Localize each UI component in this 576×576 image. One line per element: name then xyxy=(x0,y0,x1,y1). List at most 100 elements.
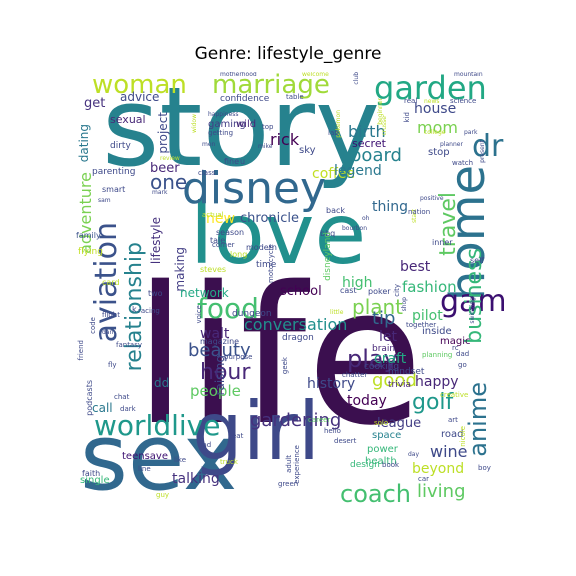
cloud-word-self: self xyxy=(470,256,485,265)
cloud-word-get: get xyxy=(84,96,106,111)
cloud-word-inside: inside xyxy=(422,326,452,337)
cloud-word-game: game xyxy=(440,284,504,319)
cloud-word-green: green xyxy=(278,480,299,488)
cloud-word-two: two xyxy=(148,289,163,298)
cloud-word-single: single xyxy=(80,475,110,486)
cloud-word-dungeon: dungeon xyxy=(232,309,272,319)
cloud-word-house: house xyxy=(414,101,457,117)
cloud-word-voice: voice xyxy=(195,305,203,324)
cloud-word-best: best xyxy=(400,259,431,275)
cloud-word-gaming: gaming xyxy=(208,119,246,130)
cloud-word-conversation: conversation xyxy=(244,315,348,334)
cloud-word-dirty: dirty xyxy=(110,141,131,151)
cloud-word-call: call xyxy=(92,401,113,415)
cloud-word-love: love xyxy=(190,185,367,283)
cloud-word-nation: nation xyxy=(408,208,431,216)
cloud-word-career: career xyxy=(308,416,331,424)
cloud-word-school: school xyxy=(280,284,322,299)
cloud-word-actual: actual xyxy=(202,211,224,219)
cloud-word-crusse: crusse xyxy=(381,116,388,136)
cloud-word-chatter: chatter xyxy=(342,371,368,379)
cloud-word-trivia: trivia xyxy=(388,380,412,390)
cloud-word-present: present xyxy=(479,140,486,163)
cloud-word-chronicle: chronicle xyxy=(240,211,300,226)
cloud-word-racing: racing xyxy=(138,307,160,315)
cloud-word-power: power xyxy=(367,444,398,455)
cloud-word-craft: craft xyxy=(374,351,407,367)
cloud-word-solo: solo xyxy=(374,419,389,427)
cloud-word-dragon: dragon xyxy=(282,333,314,343)
cloud-word-beyond: beyond xyxy=(412,461,465,477)
cloud-word-disneyland: disneyland xyxy=(323,232,333,281)
cloud-word-art: art xyxy=(448,416,458,424)
cloud-word-raising: raising xyxy=(213,355,227,396)
cloud-word-boy: boy xyxy=(478,464,491,472)
cloud-word-day: day xyxy=(408,451,420,458)
cloud-word-plant: plant xyxy=(352,295,404,319)
cloud-word-legend: legend xyxy=(334,163,382,179)
cloud-word-news: news xyxy=(424,98,440,105)
cloud-word-science: science xyxy=(450,97,477,105)
cloud-word-thing: thing xyxy=(372,199,409,215)
cloud-word-smart: smart xyxy=(102,185,126,194)
cloud-word-wild: wild xyxy=(236,119,257,130)
cloud-word-adventure: adventure xyxy=(76,172,95,254)
cloud-word-eat: eat xyxy=(232,432,244,440)
cloud-word-park: park xyxy=(464,129,478,136)
cloud-word-lifestyle: lifestyle xyxy=(149,217,163,265)
cloud-word-steves: steves xyxy=(200,265,227,274)
cloud-word-teensave: teensave xyxy=(122,451,168,462)
cloud-word-gardening: gardening xyxy=(250,410,342,431)
cloud-word-inner: inner xyxy=(432,238,453,247)
cloud-word-welcome: welcome xyxy=(302,72,329,78)
cloud-word-card: card xyxy=(102,278,120,287)
cloud-word-dd: dd xyxy=(154,376,170,390)
cloud-word-mountain: mountain xyxy=(454,72,483,78)
cloud-word-hello: hello xyxy=(324,427,341,435)
cloud-word-city: city xyxy=(393,284,401,297)
cloud-word-nicole: nicole xyxy=(459,426,467,447)
cloud-word-widow: widow xyxy=(191,114,198,133)
cloud-word-dating: dating xyxy=(77,124,91,163)
cloud-word-motherhood: motherhood xyxy=(220,72,257,78)
cloud-word-coffee: coffee xyxy=(312,166,356,182)
cloud-word-parenting: parenting xyxy=(92,167,136,177)
cloud-word-story: story xyxy=(102,72,381,191)
cloud-word-cast: cast xyxy=(340,286,357,295)
cloud-word-rc: rc xyxy=(452,344,459,352)
cloud-word-mindset: mindset xyxy=(388,367,425,377)
cloud-word-rick: rick xyxy=(270,130,300,149)
cloud-word-tip: tip xyxy=(372,308,396,329)
cloud-word-faith: faith xyxy=(82,469,101,478)
cloud-word-go: go xyxy=(458,361,467,369)
cloud-word-people: people xyxy=(190,382,241,400)
cloud-word-board: board xyxy=(350,145,402,166)
cloud-word-tale: tale xyxy=(210,236,226,245)
cloud-word-one: one xyxy=(150,170,188,194)
cloud-word-happiness: happiness xyxy=(208,111,239,118)
cloud-word-road: road xyxy=(441,429,464,440)
cloud-word-truck: truck xyxy=(220,458,238,466)
cloud-word-health: health xyxy=(365,456,397,467)
cloud-word-bourbon: bourbon xyxy=(342,225,368,232)
cloud-word-sam: sam xyxy=(98,197,111,204)
cloud-word-mom: mom xyxy=(417,118,458,137)
cloud-word-disney: disney xyxy=(182,163,327,214)
cloud-word-woman: woman xyxy=(92,72,187,100)
cloud-word-good: good xyxy=(372,370,417,391)
cloud-word-planning: planning xyxy=(422,351,453,359)
cloud-word-family: family xyxy=(76,231,101,240)
cloud-word-geek: geek xyxy=(281,357,289,375)
cloud-word-today: today xyxy=(347,393,387,409)
cloud-word-motorcycle: motorcycle xyxy=(267,244,275,283)
cloud-word-making: making xyxy=(173,247,187,292)
cloud-word-purpose: purpose xyxy=(224,353,253,361)
cloud-word-garden: garden xyxy=(374,72,487,107)
cloud-word-friend: friend xyxy=(77,340,85,361)
cloud-word-play: play xyxy=(347,345,398,373)
cloud-word-college: college xyxy=(424,129,446,136)
cloud-word-line: line xyxy=(138,465,151,473)
cloud-word-watch: watch xyxy=(452,159,474,167)
cloud-word-long: long xyxy=(230,250,248,259)
cloud-word-oh: oh xyxy=(362,215,370,222)
